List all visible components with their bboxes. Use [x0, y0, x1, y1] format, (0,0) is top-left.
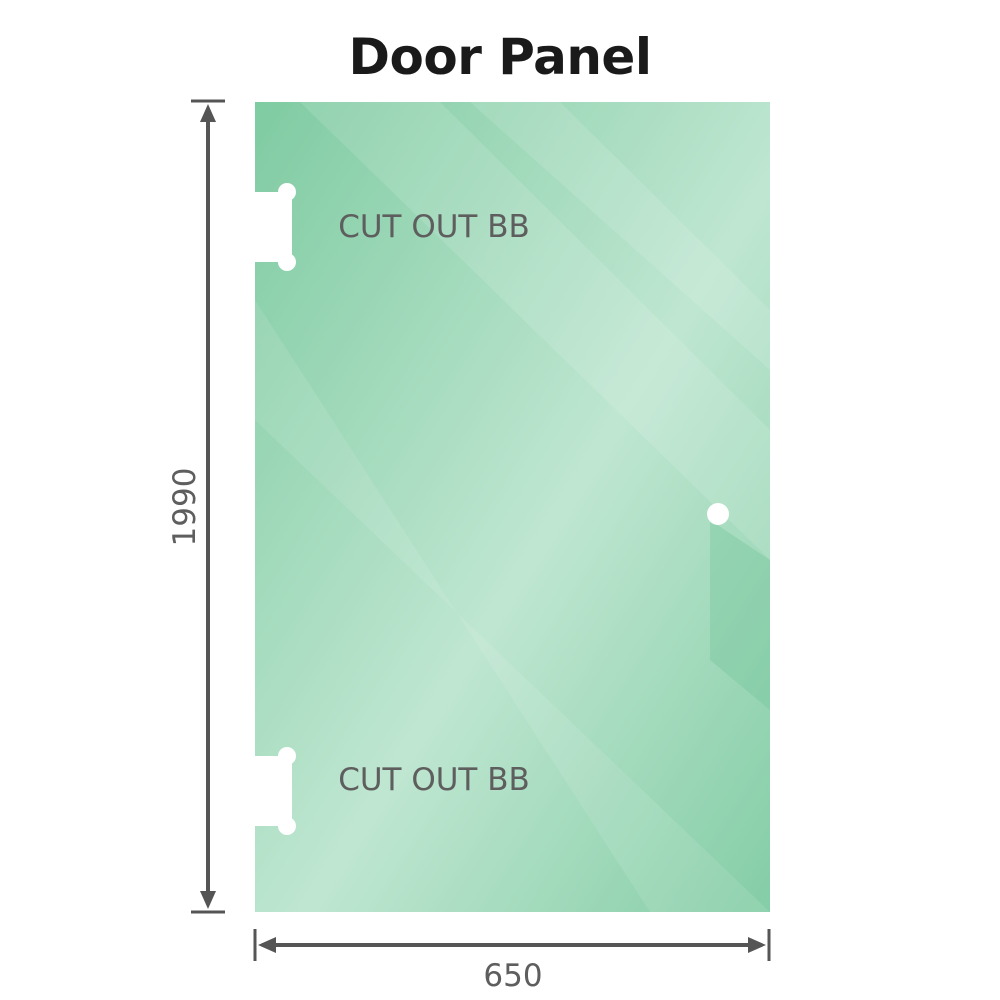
- height-dimension: [191, 99, 225, 914]
- cutout-top: [250, 183, 296, 271]
- height-label: 1990: [167, 468, 203, 547]
- cutout-top-label: CUT OUT BB: [338, 209, 530, 245]
- diagram-title: Door Panel: [348, 28, 652, 86]
- width-label: 650: [483, 958, 542, 994]
- cutout-bottom: [250, 747, 296, 835]
- glass-panel: [255, 102, 770, 912]
- handle-hole: [707, 503, 729, 525]
- cutout-bottom-label: CUT OUT BB: [338, 762, 530, 798]
- width-dimension: [253, 929, 771, 961]
